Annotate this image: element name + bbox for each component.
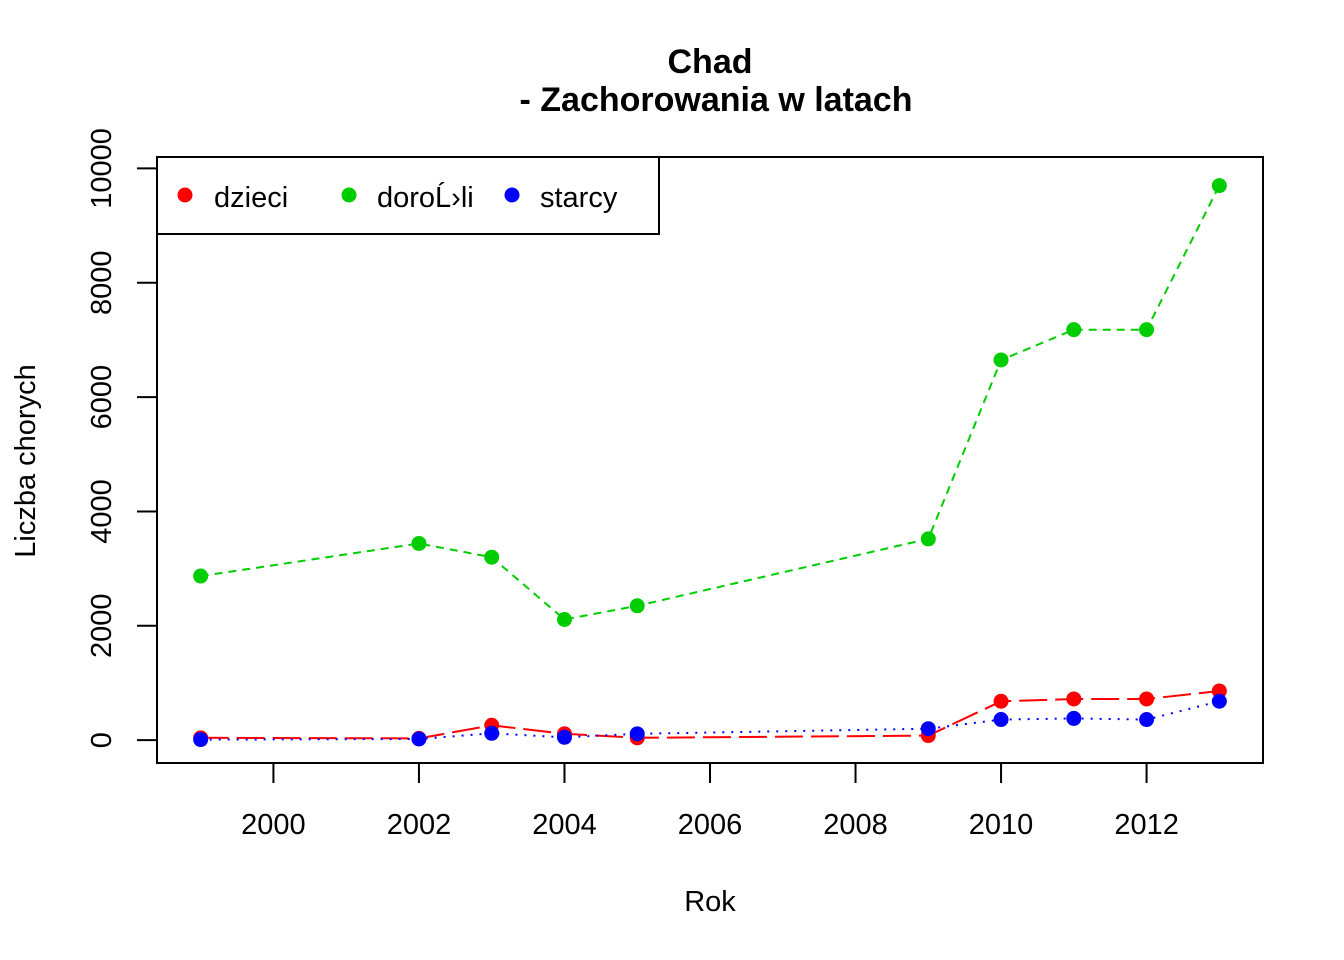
legend-item-dorosli: doroĹ›li [341,181,474,214]
data-point-starcy [411,731,427,747]
x-axis: 2000 2002 2004 2006 2008 2010 2012 [241,762,1179,841]
data-point-dorol-li [920,531,936,547]
legend-item-dzieci: dzieci [177,182,288,214]
x-axis-label: Rok [684,886,736,918]
legend-label-starcy: starcy [540,182,618,214]
data-point-starcy [193,732,209,748]
data-point-starcy [484,725,500,741]
data-point-dzieci [1066,691,1082,707]
legend-label-dorosli: doroĹ›li [377,181,474,214]
y-tick-label: 6000 [86,365,118,430]
legend-label-dzieci: dzieci [214,182,288,214]
plot-frame [156,156,1264,764]
data-point-starcy [920,721,936,737]
data-point-starcy [629,726,645,742]
series-starcy [193,693,1227,748]
data-point-dorol-li [484,549,500,565]
y-tick-label: 4000 [86,479,118,544]
series-line-dorol-li [200,185,1221,621]
data-point-dorol-li [629,598,645,614]
series-line-starcy [200,700,1220,741]
data-point-dzieci [993,693,1009,709]
data-point-starcy [993,712,1009,728]
legend: dzieci doroĹ›li starcy [156,156,660,235]
data-point-starcy [1066,710,1082,726]
y-tick-label: 10000 [86,128,118,209]
data-point-starcy [1211,693,1227,709]
legend-marker-starcy [504,187,520,203]
y-axis-label: Liczba chorych [10,364,42,557]
legend-marker-dzieci [177,187,193,203]
data-point-dorol-li [193,568,209,584]
legend-item-starcy: starcy [504,182,618,214]
series-dorol-li [193,178,1227,628]
data-point-dorol-li [411,535,427,551]
x-tick-label: 2000 [241,809,306,841]
x-tick-label: 2004 [532,809,597,841]
legend-marker-dorosli [341,187,357,203]
x-tick-label: 2008 [823,809,888,841]
data-point-starcy [556,729,572,745]
x-tick-label: 2012 [1114,809,1179,841]
x-tick-label: 2006 [678,809,743,841]
data-point-dorol-li [1211,178,1227,194]
data-point-dzieci [1211,683,1227,699]
data-point-dzieci [1139,691,1155,707]
x-tick-label: 2002 [387,809,452,841]
x-tick-label: 2010 [969,809,1034,841]
chart-title: Chad [668,43,753,81]
y-axis: 0 2000 4000 6000 8000 10000 [86,128,158,748]
legend-box [156,156,660,235]
chart-subtitle: - Zachorowania w latach [520,81,913,119]
data-point-dorol-li [1139,322,1155,338]
data-point-dorol-li [556,612,572,628]
series-layer [193,178,1227,748]
y-tick-label: 8000 [86,251,118,316]
data-point-dorol-li [1066,322,1082,338]
data-point-starcy [1139,712,1155,728]
series-line-dzieci [200,690,1220,740]
y-tick-label: 0 [86,732,118,748]
y-tick-label: 2000 [86,594,118,659]
data-point-dorol-li [993,352,1009,368]
